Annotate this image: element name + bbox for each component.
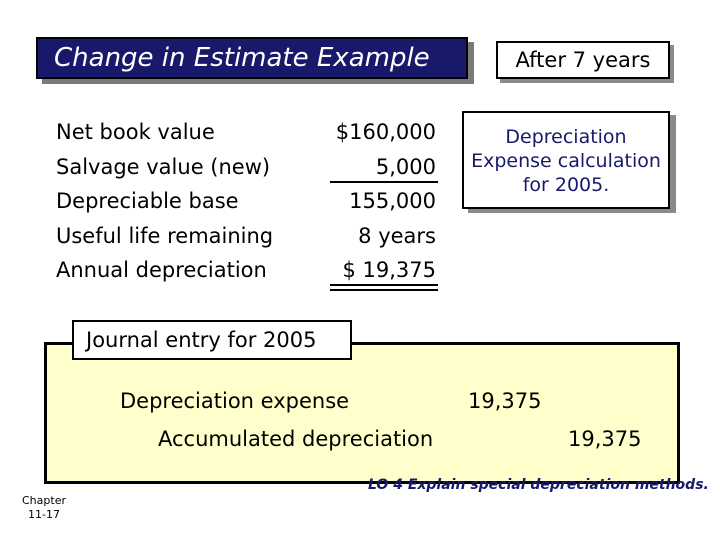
depreciation-callout: Depreciation Expense calculation for 200… [462,111,670,209]
debit-amount: 19,375 [468,389,542,413]
slide-title: Change in Estimate Example [36,37,468,79]
label-annual-depreciation: Annual depreciation [56,258,267,282]
callout-line-3: for 2005. [522,174,610,196]
label-net-book-value: Net book value [56,120,215,144]
total-underline-bottom [330,289,438,291]
credit-amount: 19,375 [568,427,642,451]
callout-line-1: Depreciation [505,126,627,148]
label-salvage-value: Salvage value (new) [56,154,271,179]
row-labels: Net book value Salvage value (new) Depre… [56,115,273,288]
callout-line-2: Expense calculation [471,150,661,172]
journal-entry-label: Journal entry for 2005 [72,320,352,360]
after-years-label: After 7 years [496,41,670,79]
subtotal-underline [330,181,438,183]
label-depreciable-base: Depreciable base [56,189,239,213]
row-values: $160,000 5,000 155,000 8 years $ 19,375 [296,115,436,288]
chapter-line-1: Chapter [22,494,66,507]
value-salvage-value: 5,000 [375,154,436,179]
total-underline-top [330,284,438,286]
journal-entry-box [44,342,680,484]
learning-objective: LO 4 Explain special depreciation method… [368,477,709,493]
credit-account: Accumulated depreciation [158,427,434,451]
value-net-book-value: $160,000 [335,120,436,144]
debit-account: Depreciation expense [120,389,350,413]
value-depreciable-base: 155,000 [349,189,436,213]
value-annual-depreciation: $ 19,375 [342,258,436,282]
chapter-line-2: 11-17 [28,508,60,521]
value-useful-life: 8 years [358,223,436,248]
chapter-label: Chapter 11-17 [14,494,74,522]
label-useful-life: Useful life remaining [56,223,274,248]
